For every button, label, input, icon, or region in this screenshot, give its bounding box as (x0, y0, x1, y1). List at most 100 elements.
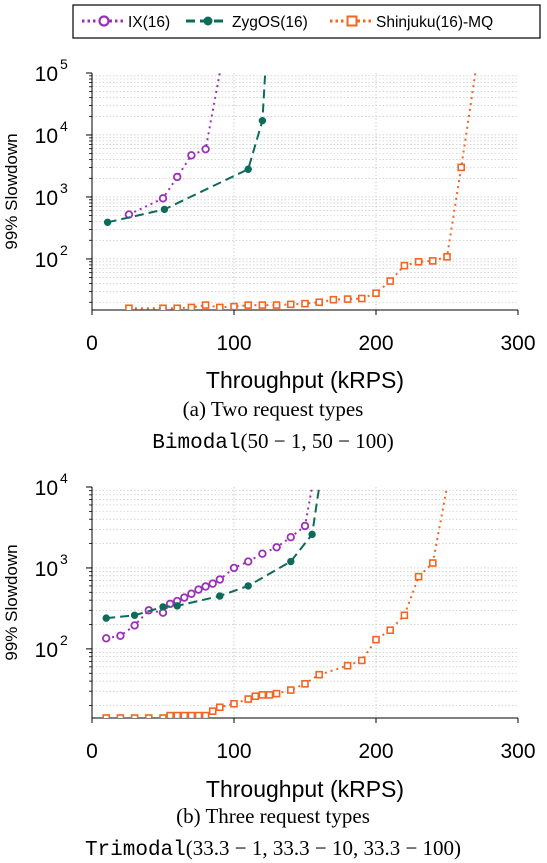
data-point (201, 582, 210, 591)
y-tick-exponent: 4 (60, 470, 68, 486)
data-point (414, 572, 423, 581)
data-point (244, 301, 252, 309)
x-tick-label: 0 (86, 740, 98, 763)
data-point (130, 714, 139, 718)
x-tick-label: 200 (358, 332, 393, 355)
data-point (180, 593, 189, 602)
series-line (106, 487, 448, 718)
series-line (106, 487, 321, 620)
y-tick-base: 10 (35, 558, 58, 581)
y-tick-base: 10 (35, 63, 58, 86)
data-point (159, 603, 167, 611)
x-tick-label: 0 (86, 332, 98, 355)
data-point (244, 582, 252, 590)
data-point (172, 172, 182, 182)
series-group (103, 73, 477, 310)
data-point (130, 611, 139, 619)
data-point (216, 592, 224, 600)
y-tick-base: 10 (35, 639, 58, 662)
data-point (315, 298, 324, 307)
x-tick-label: 100 (216, 740, 251, 763)
x-tick-label: 100 (216, 332, 251, 355)
data-point (343, 661, 352, 670)
legend: IX(16) ZygOS(16) Shinjuku(16)-MQ (72, 4, 541, 39)
x-axis-label: Throughput (kRPS) (206, 776, 404, 802)
data-point (258, 549, 267, 558)
data-point (116, 714, 125, 718)
y-tick-exponent: 5 (60, 56, 68, 72)
data-point (208, 707, 217, 715)
data-point (251, 692, 260, 701)
data-point (173, 304, 181, 310)
data-point (428, 559, 437, 567)
data-point (102, 614, 110, 622)
data-point (258, 691, 267, 699)
y-tick-base: 10 (35, 477, 58, 500)
data-point (173, 602, 181, 610)
series-shinjuku-16-mq (102, 487, 448, 718)
y-tick-exponent: 3 (60, 180, 68, 196)
x-tick-label: 300 (500, 332, 535, 355)
grid (92, 487, 518, 718)
data-point (386, 277, 395, 285)
data-point (216, 703, 224, 712)
series-ix-16 (124, 73, 221, 219)
data-point (372, 289, 380, 297)
subcaption-params: (33.3 − 1, 33.3 − 10, 33.3 − 100) (186, 836, 461, 860)
data-point (159, 714, 167, 718)
series-group (101, 487, 448, 718)
data-point (215, 575, 224, 584)
data-point (343, 295, 352, 303)
data-point (216, 303, 224, 310)
x-axis-label: Throughput (kRPS) (206, 367, 404, 393)
subcaption-name: Bimodal (152, 432, 240, 455)
subcaption-params: (50 − 1, 50 − 100) (241, 429, 394, 453)
legend-label: IX(16) (128, 14, 170, 31)
data-point (386, 626, 395, 635)
y-tick-base: 10 (35, 125, 58, 148)
y-tick-exponent: 2 (60, 242, 68, 258)
data-point (194, 585, 203, 594)
data-point (357, 294, 366, 303)
y-tick-base: 10 (35, 187, 58, 210)
data-point (372, 635, 380, 644)
data-point (287, 557, 295, 566)
data-point (187, 303, 196, 310)
data-point (258, 301, 267, 309)
legend-marker (98, 15, 110, 27)
subcaption: Bimodal(50 − 1, 50 − 100) (152, 429, 393, 455)
data-point (201, 144, 210, 154)
data-point (400, 261, 409, 270)
data-point (308, 530, 316, 539)
data-point (414, 257, 423, 266)
data-point (272, 689, 281, 698)
data-point (165, 599, 175, 609)
data-point (230, 302, 238, 310)
y-tick-base: 10 (35, 249, 58, 272)
y-tick-exponent: 2 (60, 632, 68, 648)
subcaption: Trimodal(33.3 − 1, 33.3 − 10, 33.3 − 100… (85, 836, 461, 862)
data-point (457, 163, 466, 172)
data-point (101, 634, 111, 643)
x-tick-label: 300 (500, 740, 535, 763)
data-point (243, 557, 253, 566)
data-point (166, 711, 174, 718)
data-point (443, 253, 451, 261)
y-tick-label: 10 5 (35, 56, 68, 86)
series-line (128, 73, 221, 216)
legend-marker (346, 15, 358, 27)
y-tick-label: 10 4 (35, 470, 68, 500)
grid (92, 73, 518, 310)
data-point (160, 205, 169, 214)
data-point (357, 656, 366, 665)
series-zygos-16 (102, 487, 321, 622)
data-point (158, 194, 168, 203)
data-point (187, 589, 196, 598)
y-tick-label: 10 3 (35, 551, 68, 581)
data-point (173, 711, 181, 718)
data-point (180, 711, 189, 718)
data-point (103, 218, 112, 227)
